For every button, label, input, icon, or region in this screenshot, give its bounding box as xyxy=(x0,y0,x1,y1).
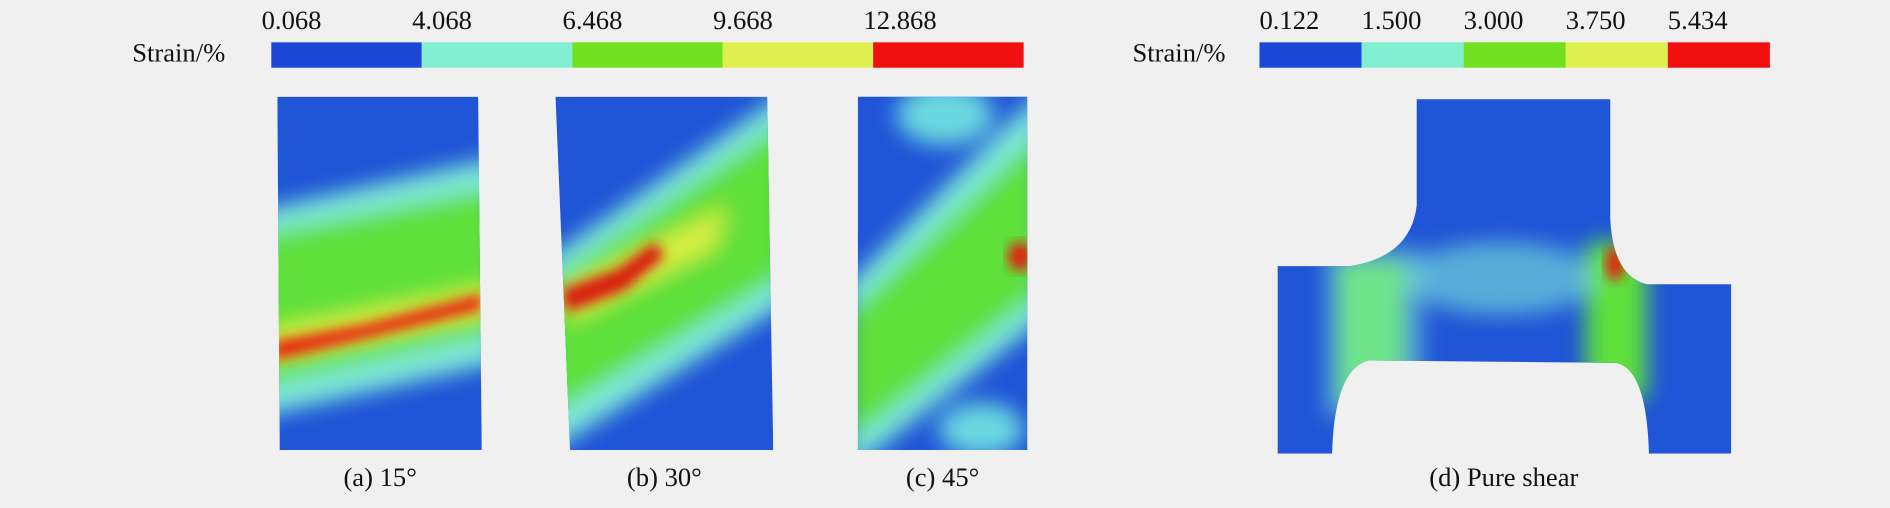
colorbar-segment xyxy=(1667,42,1770,68)
colorbar-segment xyxy=(572,42,723,68)
colorbar-tick-label: 12.868 xyxy=(863,5,936,35)
strain-map-d xyxy=(1277,99,1732,454)
strain-map-b xyxy=(555,96,774,450)
panel-caption: (b) 30° xyxy=(627,462,702,492)
colorbar-segment xyxy=(1463,42,1566,68)
colorbar-segment xyxy=(1565,42,1668,68)
colorbar-tick-label: 9.668 xyxy=(713,5,773,35)
colorbar-label: Strain/% xyxy=(132,38,225,68)
colorbar-segment xyxy=(421,42,573,68)
colorbar-tick-label: 1.500 xyxy=(1362,5,1422,35)
colorbar-segment xyxy=(271,42,422,68)
colorbar-tick-label: 6.468 xyxy=(563,5,623,35)
colorbar-tick-label: 5.434 xyxy=(1668,5,1728,35)
panel-caption: (c) 45° xyxy=(906,462,979,492)
strain-map-c xyxy=(857,96,1028,450)
colorbar-tick-label: 0.068 xyxy=(262,5,322,35)
colorbar-segment xyxy=(722,42,874,68)
colorbar-tick-label: 4.068 xyxy=(412,5,472,35)
colorbar-tick-label: 3.000 xyxy=(1464,5,1524,35)
colorbar-segment xyxy=(1259,42,1362,68)
colorbar-segment xyxy=(1361,42,1464,68)
strain-map-a xyxy=(277,96,482,450)
colorbar-tick-label: 3.750 xyxy=(1566,5,1626,35)
colorbar-label: Strain/% xyxy=(1132,38,1225,68)
colorbar-tick-label: 0.122 xyxy=(1259,5,1319,35)
panel-caption: (a) 15° xyxy=(343,462,416,492)
colorbar-segment xyxy=(873,42,1024,68)
panel-caption: (d) Pure shear xyxy=(1429,462,1578,492)
